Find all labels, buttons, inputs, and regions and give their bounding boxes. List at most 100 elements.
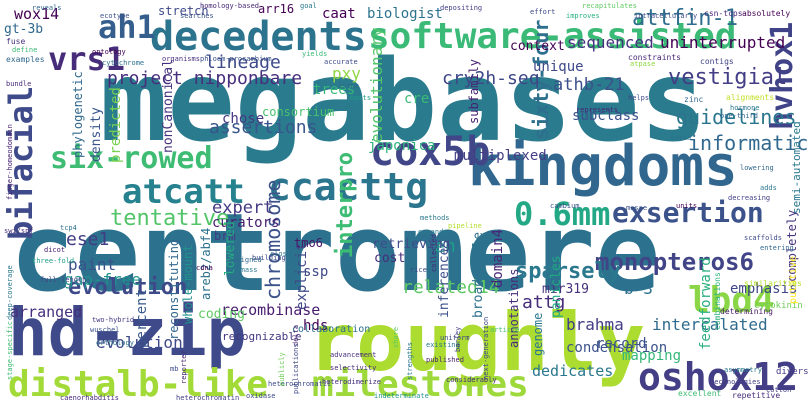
word: selectivity [330, 364, 376, 372]
word: recombinase [221, 301, 320, 319]
word: publicly [278, 352, 286, 386]
word: areb2/abf4 [199, 228, 213, 300]
word: bundle [6, 80, 31, 88]
word: caenorhabditis [60, 394, 119, 402]
word: tentative [110, 206, 229, 231]
word: vrs1 [48, 40, 125, 78]
word: assigned [228, 256, 262, 264]
word: closest [270, 250, 300, 258]
word: project nipponbare [107, 68, 302, 89]
word: cost [374, 251, 405, 266]
word: units [676, 202, 697, 210]
word: trees [313, 82, 355, 98]
word: effort [530, 8, 555, 16]
word: adds [760, 184, 777, 192]
word: informatics [688, 131, 808, 155]
word: one-third [720, 112, 758, 120]
word: context [510, 39, 565, 54]
word: tmo6 [294, 236, 323, 250]
word: heterodimerize [322, 378, 381, 386]
word: lowering [740, 164, 774, 172]
word: milestones [312, 364, 529, 404]
word: reconstituting [167, 239, 181, 340]
word: cytokinin [754, 301, 803, 311]
word: accurate [324, 58, 358, 66]
word: contigs [700, 57, 734, 66]
word: improves [566, 12, 600, 20]
word: delta [292, 325, 300, 346]
word: nonCanonical [161, 59, 176, 153]
word: swi/snf [4, 227, 34, 235]
word: broad-scale [471, 232, 486, 318]
word: biologist [367, 6, 443, 22]
word: atpase [630, 60, 655, 68]
word: intracellularly [634, 12, 697, 20]
word: next-generation [482, 317, 490, 380]
word: retrieving [372, 237, 450, 252]
word: distalb-like [8, 364, 268, 404]
word: 0.6mm [514, 195, 610, 233]
word: completely [785, 210, 799, 282]
word: cry2h-seq [442, 68, 540, 89]
word: excellent [678, 389, 722, 398]
word: dicot [44, 246, 65, 254]
word: attfin-1 [632, 6, 738, 31]
word: semi-automated [790, 121, 803, 214]
word: mir319 [542, 282, 589, 297]
word: lowered [223, 221, 238, 276]
word: panicles [549, 255, 564, 318]
word: atcatt [122, 172, 245, 212]
word: csn-tcps [704, 9, 743, 18]
word: domain4 [490, 229, 506, 288]
word: recapitulates [582, 2, 637, 10]
word: absolutely [742, 9, 790, 18]
word: indeterminate [374, 392, 429, 400]
word: examples [6, 55, 45, 64]
word: predicted [108, 87, 124, 163]
word: evolution [68, 275, 187, 300]
word: lineage [205, 52, 281, 73]
word: gap-free [64, 270, 141, 289]
word: chose [222, 111, 264, 127]
word: related14 [402, 277, 500, 298]
word: phloem-procambium [200, 55, 272, 63]
word: asymmetry [724, 366, 762, 374]
word: explicit [294, 243, 310, 310]
word: centromere [10, 191, 660, 316]
word: mb [170, 365, 178, 373]
word: mapping [622, 348, 681, 364]
word: en [434, 236, 456, 257]
word: annotations [507, 269, 521, 348]
word: repetitive [732, 391, 780, 400]
word: issue [338, 82, 359, 90]
word: full-length [40, 276, 86, 284]
word: three-fold [32, 257, 74, 265]
word: sequenced [567, 33, 654, 52]
word: sixty-four [529, 20, 553, 140]
word: ecotype [100, 12, 130, 20]
word: decreasing [728, 194, 770, 202]
word: publications [292, 343, 300, 394]
word: masse [626, 204, 647, 212]
word: exsertion [612, 196, 764, 229]
word: zinc [684, 95, 703, 104]
word: oshox12 [638, 355, 798, 399]
word: wuschel [90, 326, 120, 334]
word: whole-mount [181, 245, 195, 324]
word: heterochromatin [176, 394, 239, 402]
word: monopteros6 [595, 248, 754, 276]
word: sparsely [515, 259, 621, 284]
word: biomass [228, 266, 258, 274]
word: dedicates [532, 362, 613, 380]
word: ontology [92, 48, 126, 56]
word: condensation [566, 340, 667, 356]
word: cytochrome [102, 59, 144, 67]
word: ah1 [98, 8, 156, 46]
word: emphasis [730, 281, 797, 297]
word: determining [720, 307, 773, 316]
word: rice [410, 266, 427, 274]
word: uniform [440, 334, 470, 342]
word: pxy [332, 64, 361, 83]
word: subfamily [467, 59, 481, 124]
word: assertions [209, 117, 317, 138]
